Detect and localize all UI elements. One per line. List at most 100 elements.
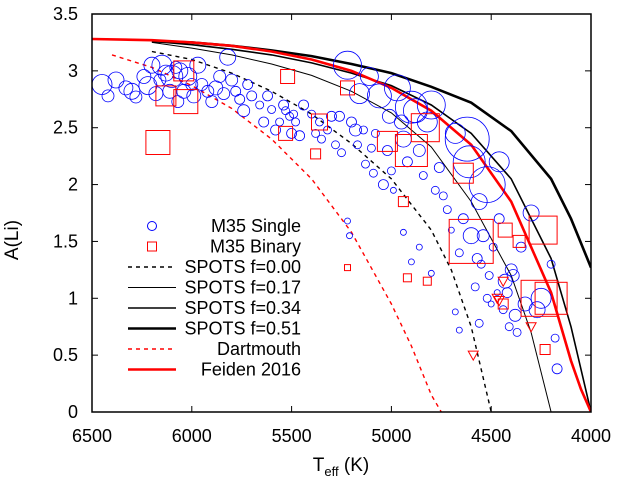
legend-entry: SPOTS f=0.51: [128, 319, 301, 339]
single-star-point: [160, 65, 184, 88]
single-star-point: [334, 110, 345, 122]
single-star-point: [123, 82, 141, 100]
single-star-point: [359, 125, 368, 135]
single-star-point: [433, 162, 445, 173]
y-tick-label: 0: [68, 402, 78, 422]
x-axis-ticks: 6500 6000 5500 5000 4500 4000: [72, 14, 611, 446]
binary-star-point: [422, 276, 432, 286]
x-tick-label: 4500: [471, 426, 511, 446]
single-star-point: [359, 67, 379, 86]
y-tick-label: 1.5: [53, 231, 78, 251]
curve-feiden-2016: [92, 37, 591, 412]
single-star-point: [482, 293, 492, 303]
single-star-point: [349, 83, 370, 104]
single-star-point: [366, 83, 392, 109]
single-star-point: [430, 185, 440, 195]
upper-limit-point: [525, 322, 537, 333]
single-star-point: [546, 259, 556, 269]
y-tick-label: 3: [68, 61, 78, 81]
single-star-point: [550, 333, 560, 343]
single-star-point: [487, 300, 495, 308]
binary-star-point: [512, 234, 526, 248]
x-tick-label: 6500: [72, 426, 112, 446]
binary-star-point: [520, 279, 558, 317]
single-star-point: [185, 78, 199, 91]
legend-label: SPOTS f=0.00: [184, 257, 301, 277]
single-star-point: [442, 205, 452, 215]
single-star-point: [488, 151, 510, 173]
single-star-point: [337, 148, 346, 158]
single-star-point: [504, 263, 518, 277]
single-star-point: [517, 296, 533, 312]
single-star-point: [412, 144, 426, 157]
single-star-point: [242, 79, 254, 90]
single-star-point: [291, 117, 301, 127]
y-tick-label: 3.5: [53, 4, 78, 24]
single-star-point: [143, 56, 161, 74]
y-tick-label: 2: [68, 175, 78, 195]
binary-star-point: [280, 69, 296, 84]
single-star-point: [189, 56, 207, 74]
single-star-point: [427, 269, 435, 277]
binary-star-point: [376, 130, 398, 152]
single-star-point: [416, 90, 446, 120]
single-star-point: [237, 104, 251, 118]
single-star-point: [399, 228, 407, 236]
single-star-point: [451, 308, 459, 316]
single-star-point: [129, 90, 143, 104]
data-points: [92, 48, 568, 375]
single-star-point: [311, 128, 321, 138]
single-star-point: [551, 363, 563, 375]
upper-limit-point: [491, 293, 504, 305]
single-star-point: [270, 124, 282, 136]
single-star-point: [407, 258, 415, 266]
single-star-point: [468, 166, 506, 204]
single-star-point: [262, 90, 274, 102]
upper-limit-point: [493, 296, 506, 307]
binary-star-point: [539, 344, 551, 355]
plot-frame: [91, 13, 592, 413]
single-star-point: [438, 191, 448, 201]
legend-entry: M35 Single: [147, 216, 301, 236]
x-tick-label: 4000: [571, 426, 611, 446]
single-star-point: [470, 193, 488, 211]
single-star-point: [381, 108, 397, 124]
x-tick-label: 5500: [272, 426, 312, 446]
single-star-point: [326, 110, 337, 122]
single-star-point: [470, 282, 480, 292]
binary-star-point: [397, 196, 409, 208]
binary-star-point: [448, 218, 494, 264]
single-star-point: [389, 186, 397, 194]
curve-spots-f-0-17: [151, 41, 552, 412]
single-star-point: [498, 305, 508, 315]
single-star-point: [234, 93, 246, 105]
single-star-point: [267, 105, 277, 114]
y-tick-label: 0.5: [53, 345, 78, 365]
single-star-point: [136, 69, 152, 84]
single-star-point: [217, 87, 231, 100]
binary-star-point: [310, 148, 322, 160]
single-star-point: [255, 100, 265, 110]
single-star-point: [370, 128, 380, 138]
binary-star-point: [173, 89, 199, 115]
single-star-point: [246, 90, 258, 102]
x-axis-label-unit: (K): [339, 455, 370, 476]
single-star-point: [528, 301, 546, 319]
single-star-point: [344, 217, 351, 225]
single-star-point: [444, 116, 490, 162]
x-axis-label-subscript: eff: [324, 464, 339, 479]
binary-star-point: [145, 130, 171, 155]
single-star-point: [298, 99, 310, 111]
legend-label: Feiden 2016: [201, 360, 301, 380]
single-star-point: [278, 99, 290, 111]
binary-star-point: [528, 215, 558, 245]
single-star-point: [377, 179, 389, 191]
single-star-point: [315, 117, 324, 127]
single-star-point: [476, 229, 490, 243]
binary-star-point: [452, 162, 474, 184]
single-star-point: [331, 140, 340, 150]
binary-star-point: [155, 85, 177, 107]
upper-limit-point: [497, 276, 510, 288]
